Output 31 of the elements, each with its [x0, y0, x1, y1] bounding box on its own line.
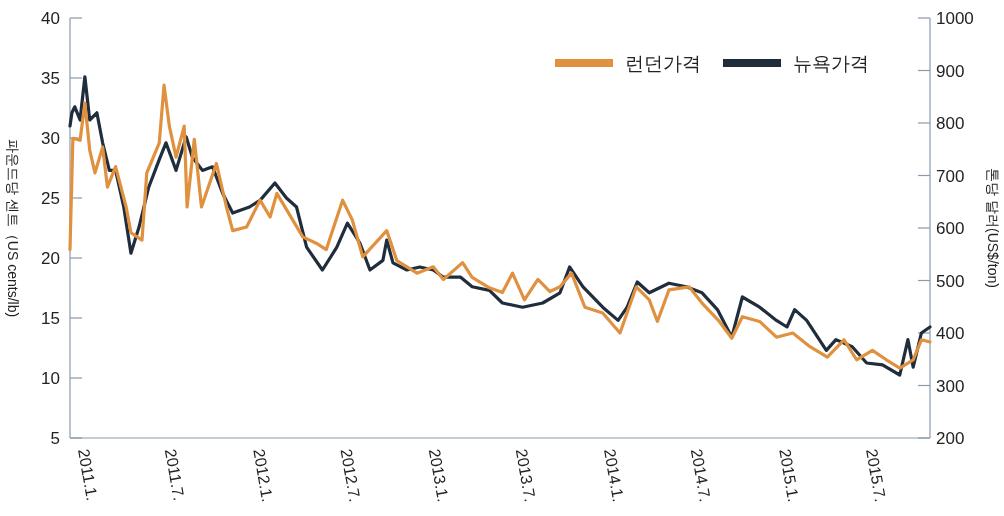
legend-label: 뉴욕가격 — [793, 53, 869, 74]
legend-label: 런던가격 — [625, 53, 701, 74]
y-tick-label: 10 — [41, 369, 60, 388]
x-tick-label: 2011.1. — [75, 447, 101, 502]
x-tick-label: 2015.7. — [863, 447, 890, 504]
x-tick-label: 2014.7. — [687, 447, 714, 504]
y2-tick-label: 400 — [936, 324, 965, 343]
x-tick-label: 2011.7. — [161, 447, 188, 502]
y2-tick-label: 500 — [936, 271, 965, 291]
y-tick-label: 35 — [41, 69, 60, 88]
y2-tick-label: 700 — [936, 166, 965, 186]
x-tick-label: 2013.7. — [512, 447, 539, 504]
y2-tick-label: 1000 — [936, 9, 974, 28]
y-tick-label: 40 — [41, 9, 60, 28]
y2-tick-label: 300 — [936, 376, 965, 396]
y-tick-label: 5 — [50, 429, 60, 448]
x-tick-label: 2012.7. — [337, 447, 364, 504]
y-axis-title: 파운드당 센트（US cents/lb) — [5, 138, 21, 318]
y2-tick-label: 800 — [936, 114, 965, 133]
y2-tick-label: 200 — [936, 429, 965, 448]
y-tick-label: 15 — [41, 309, 60, 328]
y2-tick-label: 600 — [936, 219, 965, 238]
y-tick-label: 20 — [41, 249, 60, 268]
x-tick-label: 2013.1. — [425, 447, 452, 504]
y2-axis-title: 톤당 달러(US$/ton) — [985, 168, 1001, 288]
y-tick-label: 30 — [41, 129, 60, 148]
y2-tick-label: 900 — [936, 61, 965, 81]
x-tick-label: 2015.1. — [776, 447, 803, 504]
y-tick-label: 25 — [41, 189, 60, 208]
x-tick-label: 2012.1. — [250, 447, 277, 504]
x-tick-label: 2014.1. — [601, 447, 628, 504]
